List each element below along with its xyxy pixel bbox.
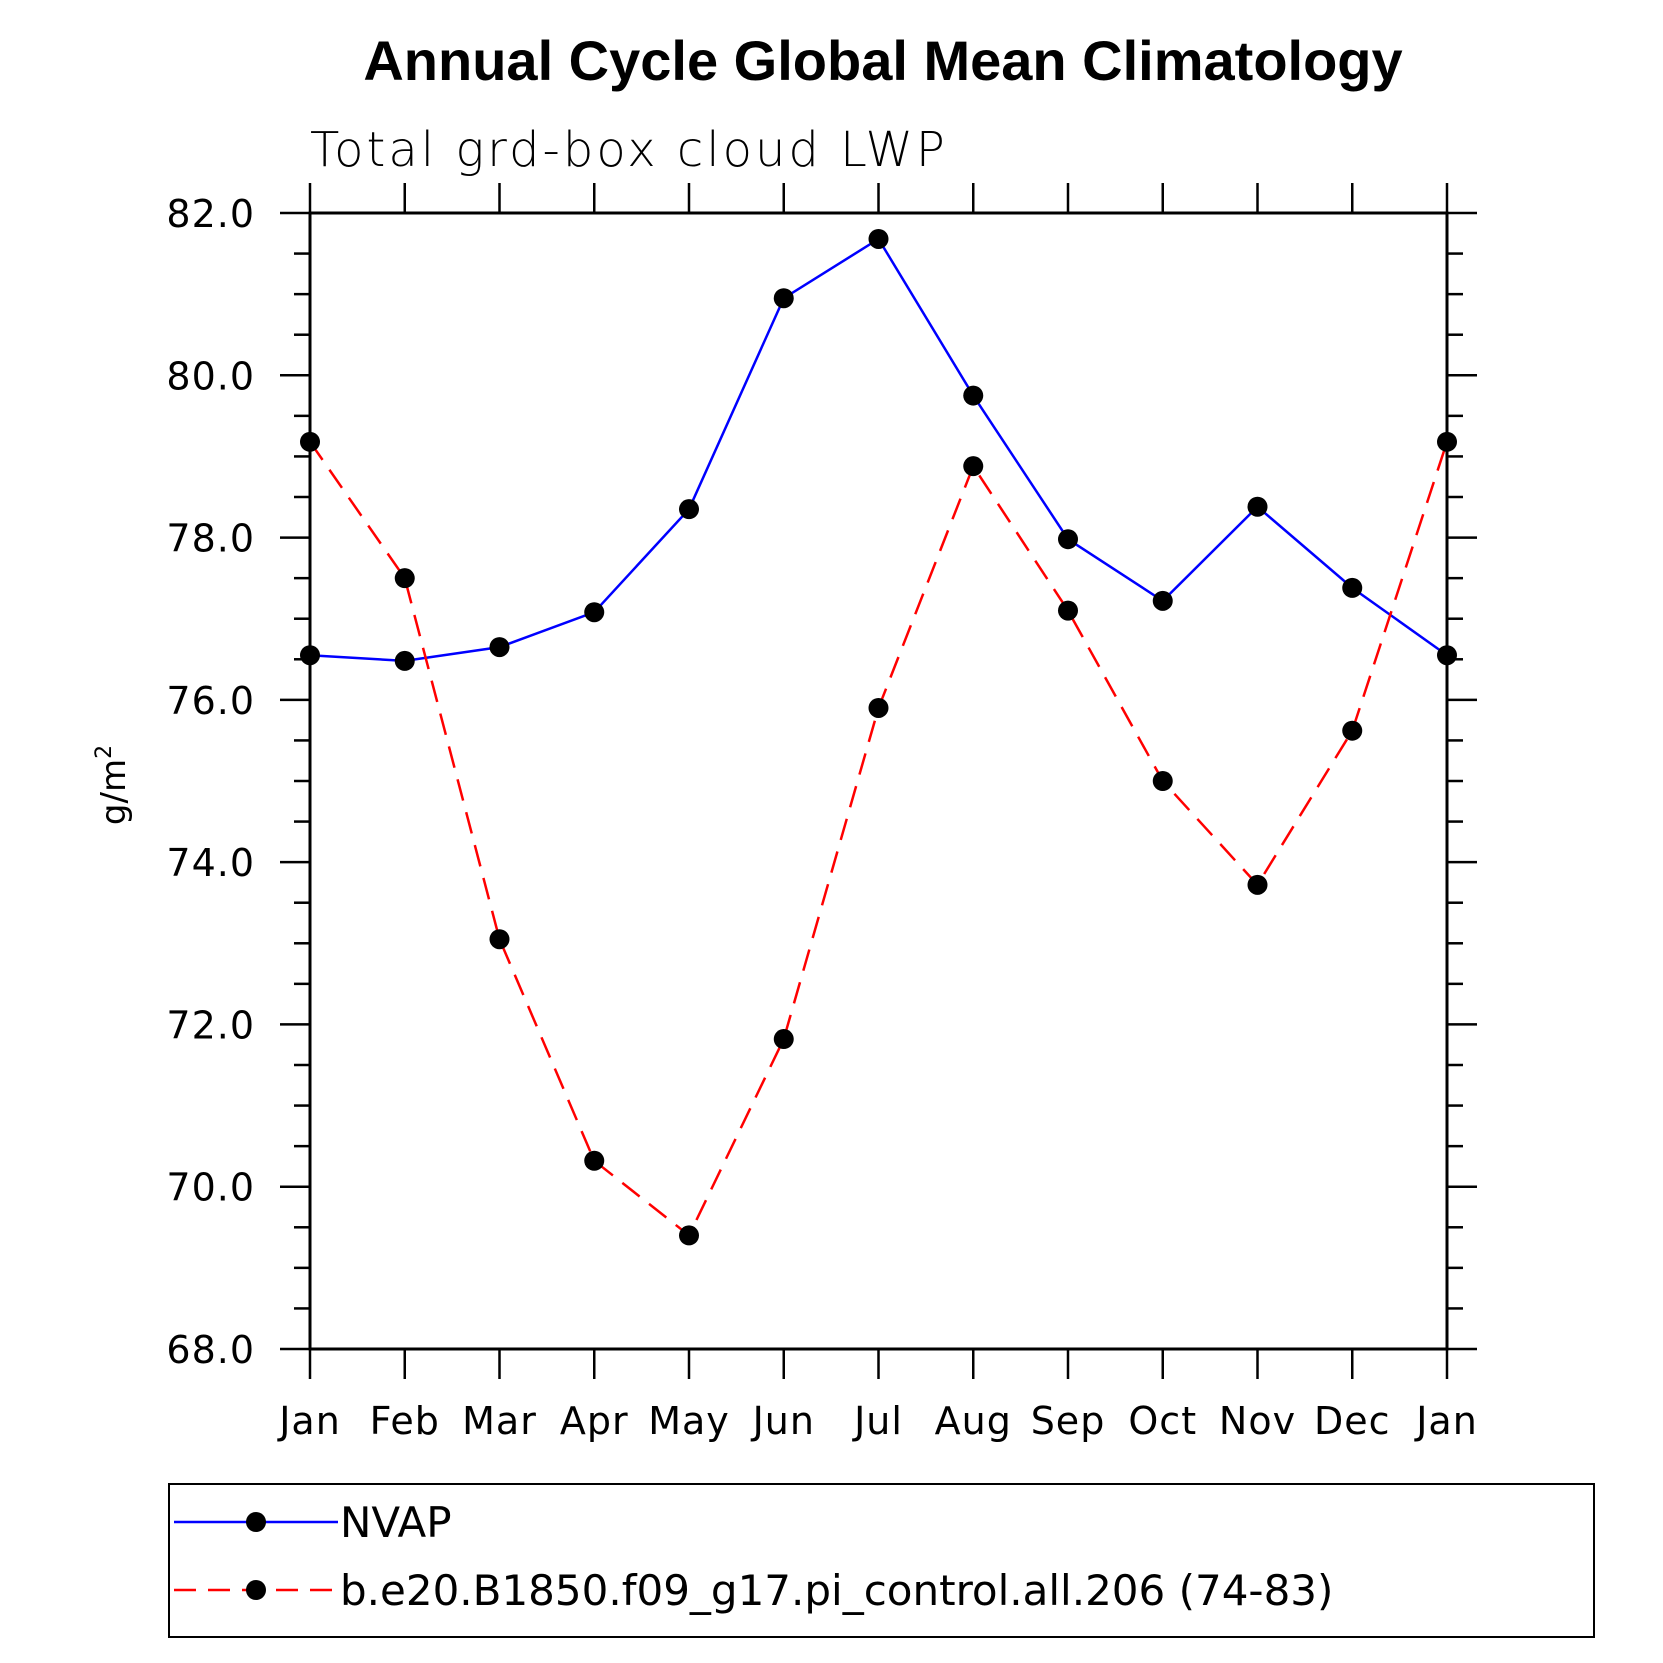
y-tick-label: 68.0 [166,1328,255,1372]
legend-box [168,1483,1595,1638]
data-point [773,288,794,309]
legend-entries: NVAP b.e20.B1850.f09_g17.pi_control.all.2… [174,1498,1333,1615]
y-tick-label: 70.0 [166,1166,255,1210]
data-point [1058,600,1078,621]
x-tick-label: Sep [1031,1399,1106,1443]
data-point [868,697,889,718]
data-point [1342,720,1363,741]
series-line [309,237,1448,663]
data-point [1247,874,1268,895]
legend-marker [246,1512,266,1532]
data-point [679,1225,699,1246]
data-point [1152,771,1173,791]
x-tick-label: Aug [935,1399,1012,1443]
data-point [300,431,320,452]
legend-label: NVAP [340,1498,452,1547]
x-tick-label: Mar [462,1399,537,1443]
x-tick-label: Jul [852,1399,903,1443]
plot-frame [308,211,1449,1351]
x-tick-label: Oct [1128,1399,1197,1443]
x-tick-label: Feb [370,1399,440,1443]
data-point [489,637,510,658]
x-tick-label: Jan [277,1399,341,1443]
y-tick-label: 72.0 [166,1003,255,1047]
x-tick-label: Apr [560,1399,629,1443]
legend: NVAP b.e20.B1850.f09_g17.pi_control.all.2… [168,1483,1595,1638]
y-tick-label: 82.0 [166,192,255,236]
series-layer [300,228,1457,1246]
x-tick-label: Nov [1219,1399,1296,1443]
data-point [584,602,605,623]
series-1 [300,228,1457,671]
data-point [963,456,984,477]
y-axis-label-text: g/m [94,759,134,825]
legend-marker [246,1580,266,1600]
data-point [963,385,984,406]
x-tick-label: Dec [1314,1399,1391,1443]
series-2 [300,431,1457,1246]
y-tick-label: 78.0 [166,517,255,561]
data-point [1342,577,1363,598]
x-tick-label: Jan [1414,1399,1478,1443]
y-axis-label-superscript: 2 [92,745,117,759]
data-point [1437,645,1457,666]
data-point [1437,431,1457,452]
data-point [1247,496,1268,517]
series-line [308,441,1449,1238]
chart-title: Annual Cycle Global Mean Climatology [363,29,1402,92]
data-point [394,568,415,589]
y-tick-label: 74.0 [166,841,255,885]
y-tick-label: 80.0 [166,354,255,398]
data-point [300,645,320,666]
y-tick-label: 76.0 [166,679,255,723]
chart-subtitle: Total grd-box cloud LWP [310,122,948,178]
axes: 68.0 70.0 72.0 74.0 76.0 78.0 80.0 82.0 Jan Feb Ma… [166,183,1477,1443]
data-point [584,1150,605,1171]
data-point [868,228,889,249]
data-point [394,650,415,671]
data-point [489,929,510,950]
data-point [679,499,699,520]
data-point [1058,529,1078,550]
data-point [1152,590,1173,611]
x-tick-label: May [648,1399,730,1443]
legend-label: b.e20.B1850.f09_g17.pi_control.all.206 (… [340,1566,1333,1615]
y-axis-label: g/m2 [92,745,134,825]
x-tick-label: Jun [751,1399,815,1443]
data-point [773,1029,794,1050]
